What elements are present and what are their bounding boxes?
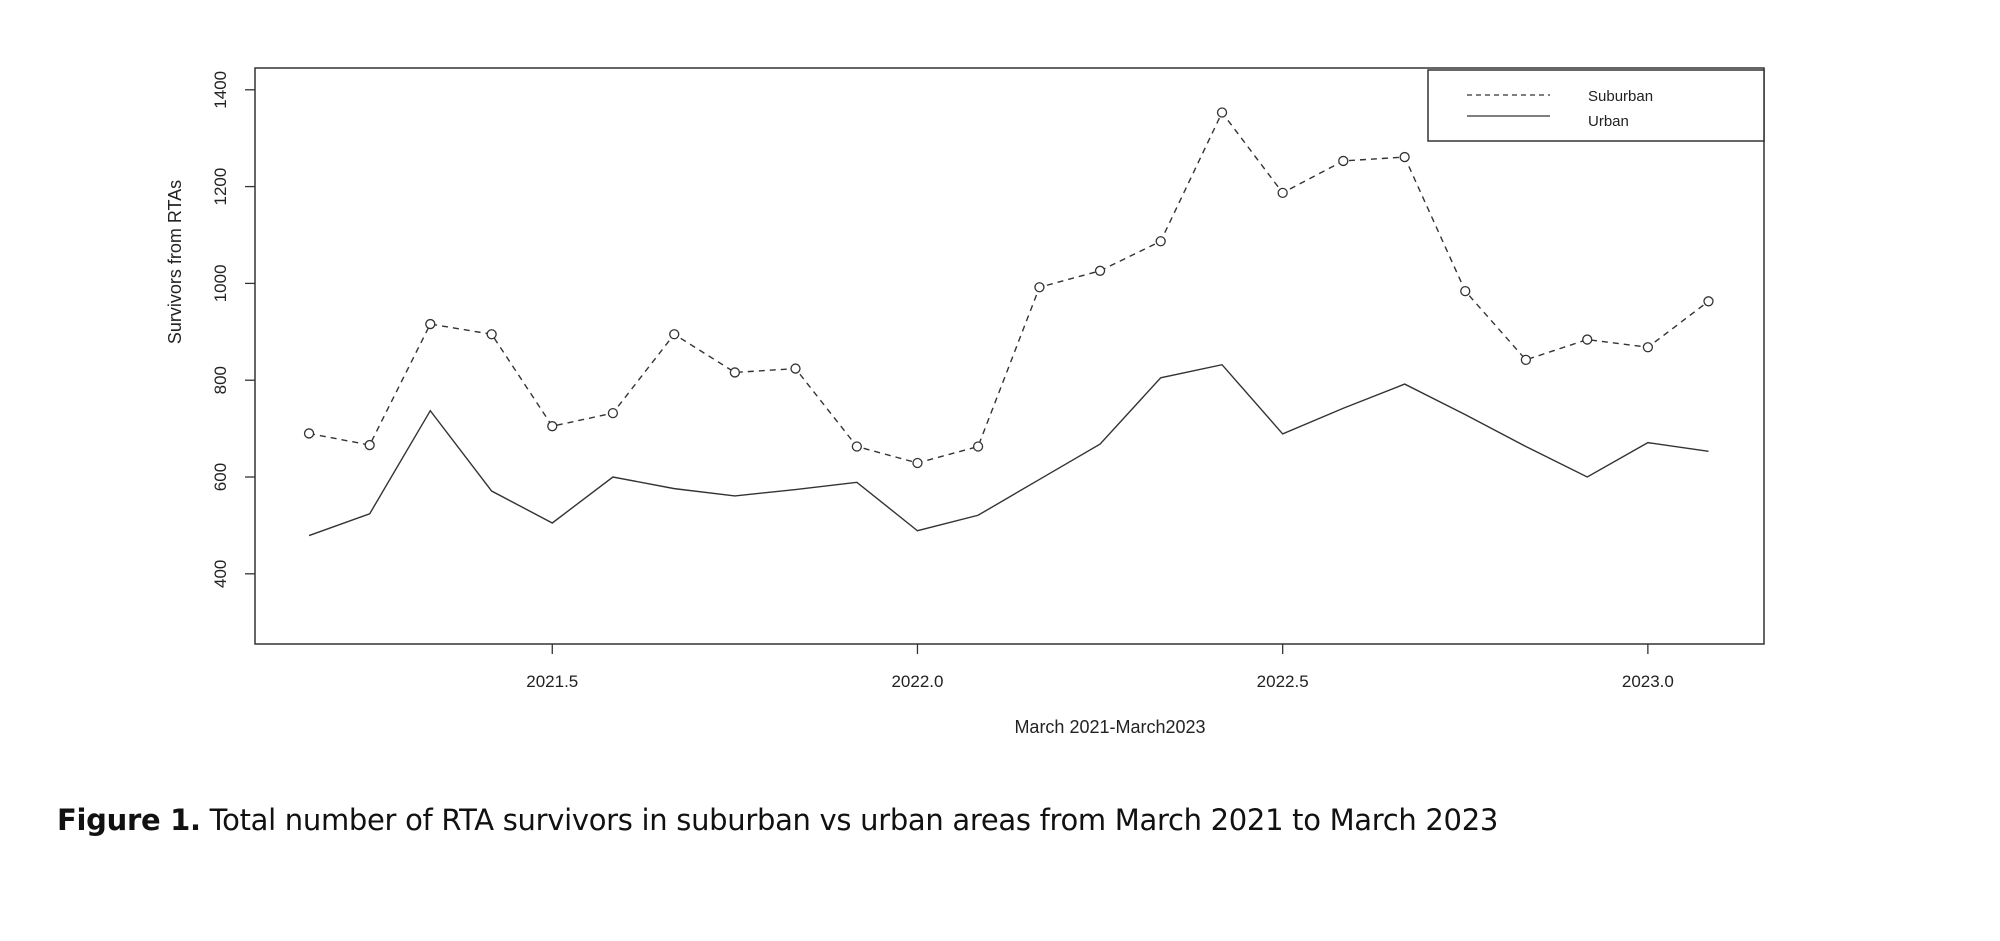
- data-point-suburban: [972, 441, 984, 452]
- y-tick-label: 1000: [211, 264, 230, 302]
- data-point-suburban: [669, 329, 680, 340]
- data-point-suburban: [1460, 285, 1471, 297]
- data-point-suburban: [729, 367, 741, 378]
- data-point-suburban: [425, 318, 436, 330]
- x-tick-label: 2023.0: [1622, 672, 1674, 691]
- data-point-suburban: [1703, 296, 1714, 307]
- caption-text: Total number of RTA survivors in suburba…: [200, 803, 1499, 837]
- y-tick-label: 400: [211, 560, 230, 588]
- data-point-suburban: [1094, 265, 1106, 276]
- data-point-suburban: [851, 441, 862, 452]
- data-point-suburban: [1216, 107, 1228, 118]
- data-point-suburban: [303, 428, 315, 439]
- data-point-suburban: [1399, 151, 1410, 163]
- data-point-suburban: [1642, 342, 1654, 353]
- series-line-urban: [308, 363, 1709, 537]
- data-point-suburban: [1155, 236, 1166, 247]
- x-tick-label: 2021.5: [526, 672, 578, 691]
- data-point-suburban: [486, 329, 497, 340]
- y-tick-label: 1400: [211, 71, 230, 109]
- data-point-suburban: [1520, 354, 1532, 366]
- series-line-suburban: [308, 111, 1709, 464]
- y-tick-label: 600: [211, 463, 230, 491]
- data-point-suburban: [912, 457, 923, 469]
- legend-urban-label: Urban: [1588, 113, 1629, 130]
- x-tick-label: 2022.5: [1257, 672, 1309, 691]
- y-tick-label: 1200: [211, 168, 230, 206]
- data-point-suburban: [607, 407, 619, 419]
- data-point-suburban: [1338, 155, 1349, 167]
- data-point-suburban: [1277, 187, 1288, 199]
- plot-frame: [254, 67, 1765, 645]
- x-tick-label: 2022.0: [891, 672, 943, 691]
- y-tick-label: 800: [211, 366, 230, 394]
- legend-box: [1427, 69, 1765, 142]
- data-point-suburban: [364, 439, 375, 451]
- y-axis-title: Survivors from RTAs: [165, 180, 185, 344]
- data-point-suburban: [547, 421, 558, 432]
- caption-label: Figure 1.: [57, 803, 201, 837]
- legend-suburban-label: Suburban: [1588, 88, 1653, 105]
- data-point-suburban: [790, 363, 801, 374]
- x-axis-title: March 2021-March2023: [1014, 717, 1205, 737]
- figure-caption: Figure 1. Total number of RTA survivors …: [57, 803, 1498, 837]
- data-point-suburban: [1582, 334, 1593, 345]
- data-point-suburban: [1034, 282, 1045, 293]
- legend: Suburban Urban: [1427, 69, 1765, 142]
